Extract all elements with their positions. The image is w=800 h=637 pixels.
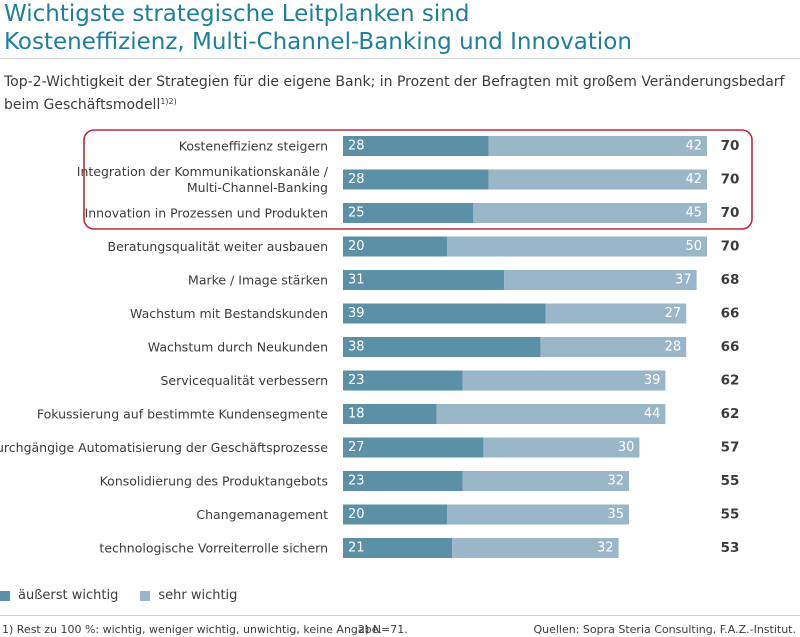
data-label-series-2: 27 <box>665 306 682 321</box>
category-label: Marke / Image stärken <box>188 273 328 288</box>
data-label-series-2: 32 <box>597 541 614 556</box>
total-label: 62 <box>721 406 740 422</box>
legend-label-series-2: sehr wichtig <box>158 588 238 603</box>
total-label: 70 <box>721 172 740 188</box>
category-label: Innovation in Prozessen und Produkten <box>85 206 328 221</box>
total-label: 68 <box>721 272 740 288</box>
bar-series-1 <box>343 136 489 156</box>
source-note: Quellen: Sopra Steria Consulting, F.A.Z.… <box>533 623 796 636</box>
data-label-series-1: 18 <box>348 407 365 422</box>
data-label-series-2: 42 <box>685 172 702 187</box>
data-label-series-1: 31 <box>348 273 365 288</box>
total-label: 55 <box>721 507 740 523</box>
data-label-series-1: 39 <box>348 306 365 321</box>
data-label-series-2: 28 <box>665 340 682 355</box>
data-label-series-1: 23 <box>348 474 365 489</box>
category-label: technologische Vorreiterrolle sichern <box>99 541 328 556</box>
chart-subtitle-text: Top-2-Wichtigkeit der Strategien für die… <box>4 74 785 113</box>
category-label: durchgängige Automatisierung der Geschäf… <box>0 440 328 455</box>
category-label: Servicequalität verbessern <box>160 373 328 388</box>
bar-series-2 <box>483 437 640 458</box>
data-label-series-2: 35 <box>607 507 624 522</box>
bar-series-1 <box>343 337 541 357</box>
chart-legend: äußerst wichtig sehr wichtig <box>0 588 259 603</box>
title-divider <box>0 58 800 59</box>
category-label: Changemanagement <box>196 507 328 522</box>
bar-series-1 <box>343 370 463 391</box>
total-label: 70 <box>721 239 740 255</box>
bar-series-2 <box>545 303 687 324</box>
bar-series-1 <box>343 538 453 558</box>
legend-swatch-series-2 <box>140 590 151 601</box>
bar-series-1 <box>343 504 447 525</box>
category-label: Multi-Channel-Banking <box>187 180 328 195</box>
total-label: 53 <box>721 540 740 556</box>
legend-label-series-1: äußerst wichtig <box>18 588 119 603</box>
chart-subtitle-footnote-ref: 1)2) <box>160 97 177 106</box>
category-label: Konsolidierung des Produktangebots <box>100 474 328 489</box>
data-label-series-2: 44 <box>644 407 661 422</box>
data-label-series-2: 39 <box>644 373 661 388</box>
bar-series-1 <box>343 236 447 257</box>
data-label-series-1: 23 <box>348 373 365 388</box>
data-label-series-1: 25 <box>348 206 365 221</box>
bar-series-2 <box>447 236 707 257</box>
bar-series-1 <box>343 203 473 223</box>
data-label-series-1: 20 <box>348 239 365 254</box>
chart-title-line1: Wichtigste strategische Leitplanken sind <box>4 1 470 27</box>
data-label-series-1: 38 <box>348 340 365 355</box>
bar-series-2 <box>488 169 707 190</box>
category-label: Integration der Kommunikationskanäle / <box>77 164 329 179</box>
bar-series-2 <box>462 370 666 391</box>
data-label-series-1: 27 <box>348 440 365 455</box>
bar-series-1 <box>343 169 489 190</box>
category-label: Fokussierung auf bestimmte Kundensegment… <box>37 407 328 422</box>
data-label-series-2: 45 <box>685 206 702 221</box>
data-label-series-1: 28 <box>348 172 365 187</box>
bar-series-1 <box>343 270 505 290</box>
footnote-1: 1) Rest zu 100 %: wichtig, weniger wicht… <box>2 623 382 636</box>
bar-series-2 <box>488 136 707 156</box>
footer-divider <box>0 615 800 616</box>
legend-swatch-series-1 <box>0 590 10 601</box>
chart-title-line2: Kosteneffizienz, Multi-Channel-Banking u… <box>4 29 632 55</box>
chart-title: Wichtigste strategische Leitplanken sind… <box>4 0 794 56</box>
total-label: 55 <box>721 473 740 489</box>
data-label-series-2: 42 <box>685 139 702 154</box>
footnote-2: 2) N=71. <box>358 623 408 636</box>
bar-series-1 <box>343 437 484 458</box>
bar-series-2 <box>447 504 629 525</box>
data-label-series-1: 20 <box>348 507 365 522</box>
chart-subtitle: Top-2-Wichtigkeit der Strategien für die… <box>4 72 794 115</box>
bar-series-2 <box>436 404 666 424</box>
bar-series-2 <box>504 270 697 290</box>
bar-series-2 <box>452 538 619 558</box>
legend-item-series-2: sehr wichtig <box>140 588 237 603</box>
legend-item-series-1: äußerst wichtig <box>0 588 118 603</box>
highlight-box <box>83 129 753 230</box>
data-label-series-1: 28 <box>348 139 365 154</box>
total-label: 70 <box>721 138 740 154</box>
bar-series-1 <box>343 471 463 491</box>
data-label-series-2: 30 <box>618 440 635 455</box>
total-label: 62 <box>721 373 740 389</box>
stacked-bar-chart: Kosteneffizienz steigern 28 42 70 Integratio… <box>0 129 753 558</box>
category-label: Kosteneffizienz steigern <box>179 139 328 154</box>
data-label-series-2: 37 <box>675 273 692 288</box>
category-label: Wachstum mit Bestandskunden <box>130 306 328 321</box>
bar-series-2 <box>462 471 629 491</box>
bar-series-2 <box>473 203 707 223</box>
total-label: 70 <box>721 205 740 221</box>
total-label: 66 <box>721 306 740 322</box>
data-label-series-1: 21 <box>348 541 365 556</box>
bar-series-1 <box>343 303 546 324</box>
category-label: Beratungsqualität weiter ausbauen <box>108 239 328 254</box>
bar-series-1 <box>343 404 437 424</box>
bar-series-2 <box>540 337 687 357</box>
data-label-series-2: 50 <box>685 239 702 254</box>
data-label-series-2: 32 <box>607 474 624 489</box>
total-label: 66 <box>721 339 740 355</box>
category-label: Wachstum durch Neukunden <box>148 340 328 355</box>
total-label: 57 <box>721 440 740 456</box>
